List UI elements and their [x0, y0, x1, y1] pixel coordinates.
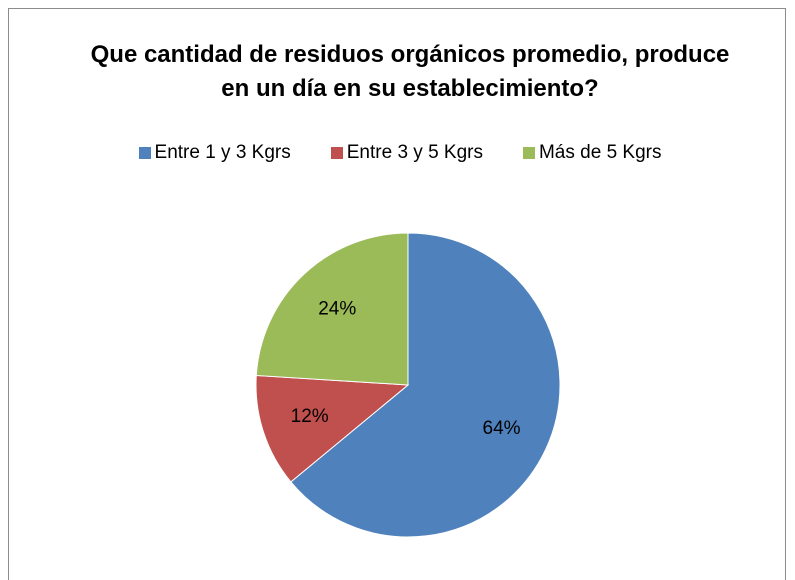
pie-slice — [255, 374, 410, 483]
legend: Entre 1 y 3 Kgrs Entre 3 y 5 Kgrs Más de 5… — [20, 142, 780, 164]
legend-label: Entre 1 y 3 Kgrs — [154, 142, 291, 163]
data-label: 24% — [318, 299, 356, 320]
data-label: 64% — [483, 418, 521, 439]
legend-swatch — [138, 147, 151, 159]
legend-item: Entre 3 y 5 Kgrs — [330, 142, 483, 164]
chart-title: Que cantidad de residuos orgánicos prome… — [90, 41, 730, 102]
chart-frame — [8, 8, 786, 580]
pie-slice — [255, 232, 409, 386]
legend-swatch — [522, 147, 535, 159]
legend-label: Más de 5 Kgrs — [538, 142, 662, 163]
data-label: 12% — [291, 406, 329, 427]
legend-swatch — [330, 147, 343, 159]
pie-slice — [290, 232, 561, 538]
legend-item: Entre 1 y 3 Kgrs — [138, 142, 291, 164]
legend-label: Entre 3 y 5 Kgrs — [346, 142, 483, 163]
legend-item: Más de 5 Kgrs — [522, 142, 662, 164]
